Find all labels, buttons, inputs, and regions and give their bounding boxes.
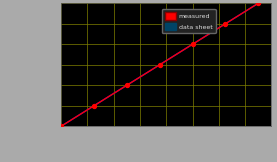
Point (124, 84, 129, 87)
Point (59, 125, 63, 128)
Point (256, 2, 261, 5)
X-axis label: Δλ[nm]: Δλ[nm] (152, 137, 180, 146)
Point (223, 23, 228, 25)
Y-axis label: Strain[με]: Strain[με] (31, 46, 40, 84)
Point (92, 104, 96, 107)
Legend: measured, data sheet: measured, data sheet (162, 9, 216, 33)
Point (157, 64, 162, 66)
Point (190, 43, 195, 46)
